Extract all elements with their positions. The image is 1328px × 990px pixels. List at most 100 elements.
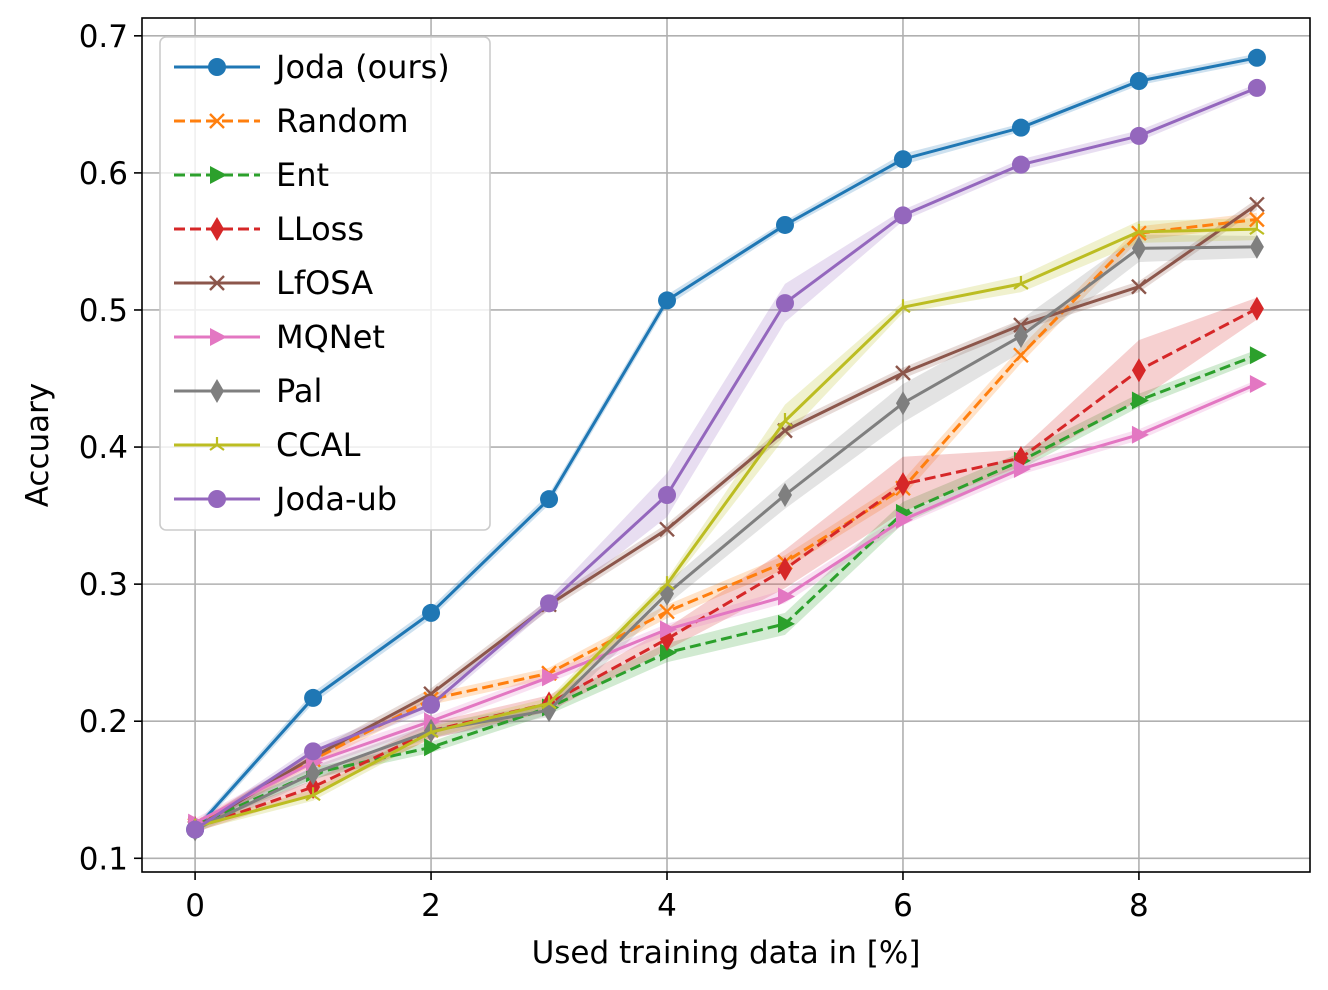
legend-item: Joda-ub — [174, 480, 397, 518]
series-8-point — [304, 742, 323, 761]
series-8-point — [186, 820, 205, 839]
legend-item: CCAL — [174, 426, 361, 464]
legend-item: Joda (ours) — [174, 48, 450, 86]
legend-swatch-marker — [209, 113, 225, 129]
y-tick-label: 0.1 — [79, 841, 128, 877]
series-0-point — [775, 215, 794, 234]
tri-marker-stroke — [784, 420, 793, 427]
tri-marker-stroke — [430, 731, 439, 739]
tri-marker-stroke — [312, 794, 321, 802]
series-4-point — [1131, 278, 1147, 295]
series-8-point — [658, 486, 677, 505]
series-7-point — [895, 299, 911, 314]
legend-item: LLoss — [174, 210, 364, 248]
y-axis-label: Accuary — [20, 383, 56, 507]
x-tick-label: 8 — [1129, 888, 1149, 924]
series-3-line — [194, 307, 1258, 830]
series-4-line — [194, 203, 1258, 830]
series-6-point — [1013, 324, 1028, 349]
series-7-point — [305, 787, 321, 802]
series-8-point — [1247, 78, 1266, 97]
tri-marker-stroke — [1249, 228, 1258, 235]
x-marker-stroke — [659, 603, 675, 620]
series-6-point — [777, 483, 792, 508]
series-7-point — [659, 576, 675, 591]
series-7-point — [541, 695, 557, 710]
x-tick-label: 6 — [893, 888, 913, 924]
series-6-line — [194, 245, 1257, 831]
legend-item: MQNet — [174, 318, 385, 356]
legend-label: Pal — [276, 372, 322, 410]
legend-swatch-marker — [210, 166, 227, 184]
tri-marker-stroke — [895, 306, 904, 314]
series-2-point — [424, 738, 442, 757]
series-2-point — [777, 614, 795, 633]
series-6-point — [1131, 236, 1146, 261]
legend-label: MQNet — [276, 318, 385, 356]
tri-marker-stroke — [209, 444, 218, 451]
tri-marker-stroke — [1013, 283, 1022, 290]
series-1-point — [659, 603, 675, 620]
legend-swatch-marker — [209, 437, 225, 451]
y-tick-label: 0.3 — [79, 567, 128, 603]
y-tick-label: 0.6 — [79, 156, 128, 192]
series-4-point — [1249, 196, 1265, 213]
x-marker-stroke — [1249, 211, 1265, 228]
series-3-band — [195, 297, 1257, 833]
series-8 — [186, 78, 1266, 839]
tri-marker-stroke — [541, 702, 550, 710]
series-0-point — [1011, 118, 1030, 137]
series-0-line — [193, 56, 1258, 831]
x-marker-stroke — [1013, 347, 1029, 364]
series-1-point — [1013, 347, 1029, 364]
x-tick-label: 4 — [657, 888, 677, 924]
tri-marker-stroke — [1020, 283, 1029, 290]
x-marker-stroke — [1249, 196, 1265, 213]
series-0-point — [658, 291, 677, 310]
y-tick-label: 0.5 — [79, 293, 128, 329]
plot-frame — [141, 17, 1311, 873]
legend-box — [159, 36, 491, 531]
series-7-point — [423, 724, 439, 739]
legend-swatch-marker — [210, 217, 224, 241]
x-marker-stroke — [1131, 278, 1147, 295]
tri-marker-stroke — [423, 731, 432, 739]
series-3-point — [1131, 358, 1146, 383]
legend-label: CCAL — [276, 426, 361, 464]
legend: Joda (ours) Random Ent LLoss LfOSA MQNet Pal CC… — [159, 36, 491, 531]
legend-item: Ent — [174, 156, 329, 194]
series-5-point — [777, 587, 795, 606]
tri-marker-stroke — [777, 420, 786, 427]
x-marker-stroke — [895, 365, 911, 381]
tri-marker-stroke — [1138, 230, 1147, 238]
tri-marker-stroke — [659, 583, 668, 591]
series-3-point — [777, 557, 792, 582]
series-6-point — [895, 391, 910, 416]
series-5-point — [1131, 425, 1149, 444]
tri-marker-stroke — [1256, 228, 1265, 235]
series-3-point — [1249, 296, 1264, 321]
series-2-point — [1131, 391, 1149, 410]
series-7-point — [1131, 223, 1147, 238]
series-6-band — [195, 234, 1257, 834]
legend-item: LfOSA — [174, 264, 373, 302]
legend-swatch-marker — [210, 328, 227, 346]
series-5-band — [195, 379, 1257, 827]
series-0-point — [893, 150, 912, 169]
series-5-point — [542, 668, 560, 687]
series-5-point — [1249, 375, 1267, 393]
series-8-point — [1011, 155, 1030, 174]
series-7-point — [1249, 221, 1265, 235]
legend-item: Random — [174, 102, 408, 140]
series-2-point — [1249, 346, 1267, 365]
series-8-point — [775, 294, 794, 313]
series-7-point — [1013, 275, 1029, 290]
tri-marker-stroke — [1131, 230, 1140, 238]
series-5-line — [194, 382, 1258, 825]
series-2-point — [660, 643, 678, 662]
series-0-point — [540, 490, 559, 509]
legend-label: Ent — [276, 156, 329, 194]
x-tick-label: 2 — [421, 888, 441, 924]
tri-marker-stroke — [902, 306, 911, 314]
